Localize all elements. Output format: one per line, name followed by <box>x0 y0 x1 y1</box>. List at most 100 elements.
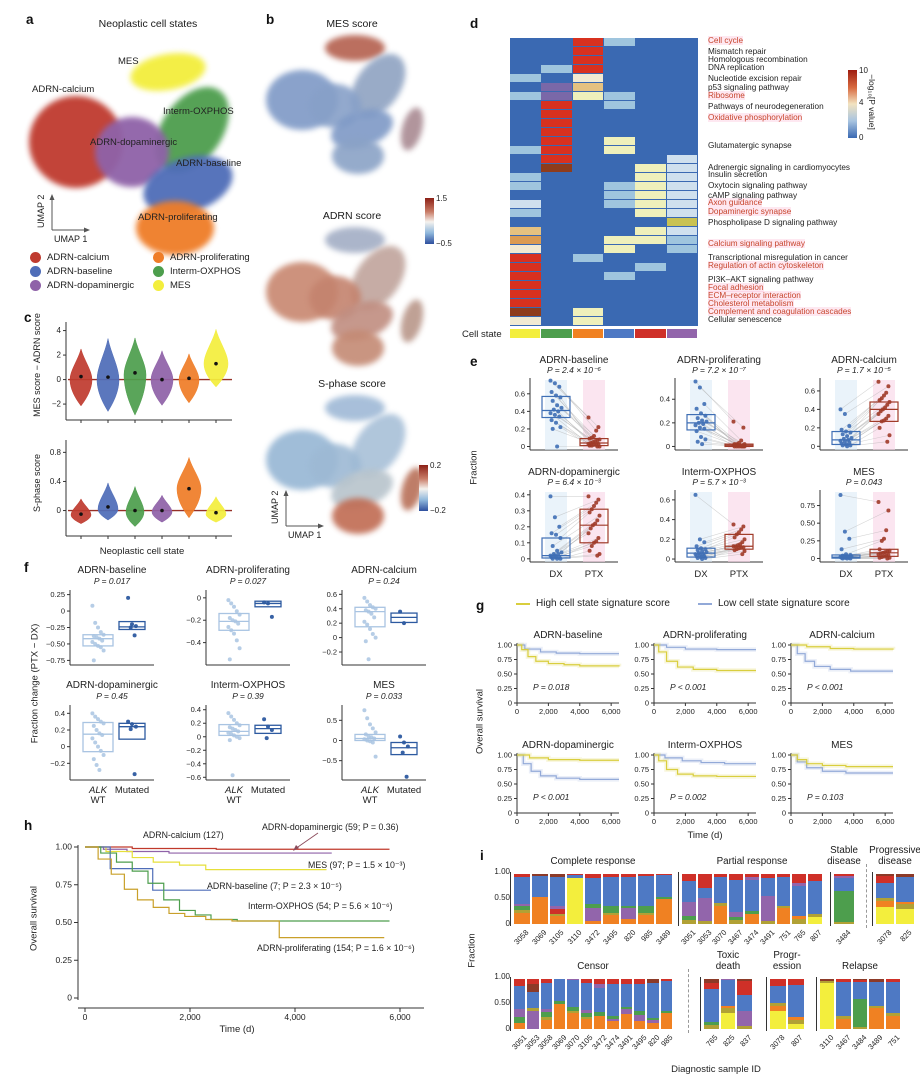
stacked-bar-3069 <box>531 872 548 924</box>
y-tick-label: 1.00 <box>494 972 510 981</box>
svg-text:4,000: 4,000 <box>844 817 863 826</box>
legend-swatch <box>153 266 164 277</box>
svg-text:0.50: 0.50 <box>771 670 786 679</box>
stacked-bar-751 <box>885 977 900 1029</box>
stacked-bar-3069 <box>554 977 566 1029</box>
svg-text:P = 0.027: P = 0.027 <box>230 576 267 586</box>
svg-text:Interm-OXPHOS: Interm-OXPHOS <box>211 680 286 691</box>
heatmap-row-label: Cell cycle <box>708 36 744 45</box>
panel-c-label: c <box>24 310 32 325</box>
svg-text:0.25: 0.25 <box>634 684 649 693</box>
time-xlabel: Time (d) <box>219 1024 255 1035</box>
svg-text:P = 7.2 × 10⁻⁷: P = 7.2 × 10⁻⁷ <box>692 365 746 375</box>
stacked-bar-3110 <box>567 872 584 924</box>
svg-text:1.00: 1.00 <box>497 641 512 650</box>
svg-text:0.4: 0.4 <box>191 705 201 714</box>
svg-text:DX: DX <box>839 569 853 580</box>
umap-cluster-blob <box>396 105 428 153</box>
svg-text:0.6: 0.6 <box>660 495 670 504</box>
response-group-title: Stable disease <box>827 845 861 867</box>
stacked-bar-751 <box>776 872 791 924</box>
violin-plots: 4 2 0 −2 0.8 0.4 0 <box>50 322 232 539</box>
response-group-title: Relapse <box>842 961 878 972</box>
umap2-axis-label: UMAP 2 <box>36 195 46 228</box>
svg-text:0.25: 0.25 <box>634 794 649 803</box>
svg-text:4,000: 4,000 <box>284 1012 306 1022</box>
y-tick-label: 0.50 <box>494 998 510 1007</box>
stacked-bar-820 <box>620 872 637 924</box>
svg-text:1.00: 1.00 <box>771 751 786 760</box>
svg-text:0.2: 0.2 <box>191 719 201 728</box>
cluster-label-interm-oxphos: Interm-OXPHOS <box>163 106 234 117</box>
stacked-bar-825 <box>720 977 736 1029</box>
cluster-blob-adrn-proliferating <box>136 201 214 255</box>
legend-item: Interm-OXPHOS <box>153 266 241 277</box>
svg-text:1.00: 1.00 <box>634 751 649 760</box>
svg-text:0.5: 0.5 <box>327 716 337 725</box>
svg-text:−0.50: −0.50 <box>46 639 65 648</box>
km-by-cell-state: 1.00 0.75 0.50 0.25 0 0 2,000 4,000 6,000 ADRN-ca… <box>55 822 424 1022</box>
svg-text:0.25: 0.25 <box>497 794 512 803</box>
svg-text:P = 0.39: P = 0.39 <box>232 691 264 701</box>
svg-text:PTX: PTX <box>730 569 749 580</box>
stacked-bar-3489 <box>869 977 884 1029</box>
legend-swatch <box>153 280 164 291</box>
heatmap-colorbar-label: −log₁₀[P value] <box>867 74 877 130</box>
heatmap-row-label: Insulin secretion <box>708 170 768 180</box>
stacked-bar-3474 <box>745 872 759 924</box>
svg-text:WT: WT <box>91 795 106 806</box>
panel-f-label: f <box>24 560 29 575</box>
svg-text:0.50: 0.50 <box>497 780 512 789</box>
svg-text:MES (97; P = 1.5 × 10⁻³): MES (97; P = 1.5 × 10⁻³) <box>308 860 405 870</box>
svg-text:0: 0 <box>666 442 670 451</box>
umap-cluster-blob <box>396 297 428 345</box>
group-y-axis <box>678 872 679 926</box>
umap-cluster-blob <box>325 35 385 61</box>
svg-text:0: 0 <box>666 555 670 564</box>
umap-cluster-blob <box>332 138 384 174</box>
svg-text:0.4: 0.4 <box>805 405 815 414</box>
svg-text:ADRN-calcium: ADRN-calcium <box>831 355 897 366</box>
svg-text:DX: DX <box>694 569 708 580</box>
heatmap-row-label: Transcriptional misregulation in cancer <box>708 252 848 262</box>
svg-text:P < 0.001: P < 0.001 <box>670 682 707 692</box>
svg-text:0.25: 0.25 <box>771 794 786 803</box>
sphase-score-title: S-phase score <box>318 378 386 390</box>
svg-text:0: 0 <box>645 699 649 708</box>
stacked-bar-807 <box>808 872 822 924</box>
colorbar-tick-10: 10 <box>859 66 868 75</box>
svg-text:0.50: 0.50 <box>497 670 512 679</box>
svg-text:6,000: 6,000 <box>389 1012 411 1022</box>
svg-text:1.00: 1.00 <box>634 641 649 650</box>
svg-text:0.75: 0.75 <box>771 655 786 664</box>
legend-label: ADRN-dopaminergic <box>47 280 135 291</box>
svg-text:0.50: 0.50 <box>800 519 815 528</box>
legend-swatch <box>30 280 41 291</box>
svg-text:0: 0 <box>521 554 525 563</box>
stacked-bar-3491 <box>760 872 775 924</box>
umap-axes: UMAP 2 UMAP 1 <box>270 490 324 540</box>
svg-text:MES: MES <box>373 680 395 691</box>
svg-text:P = 0.018: P = 0.018 <box>533 682 570 692</box>
stacked-bar-3051 <box>514 977 526 1029</box>
panel-h: h Overall survival 1.00 0.75 0.50 0.25 0 0 2,0… <box>22 818 454 1036</box>
stacked-bar-3070 <box>567 977 579 1029</box>
svg-text:1.00: 1.00 <box>771 641 786 650</box>
diagnostic-sample-id-xlabel: Diagnostic sample ID <box>671 1064 761 1075</box>
svg-text:ADRN-calcium: ADRN-calcium <box>351 565 417 576</box>
heatmap-row-label: Oxidative phosphorylation <box>708 113 803 123</box>
stacked-bar-765 <box>704 977 719 1029</box>
svg-text:0.2: 0.2 <box>660 535 670 544</box>
svg-text:ADRN-dopaminergic: ADRN-dopaminergic <box>66 680 158 691</box>
svg-text:−0.4: −0.4 <box>186 638 201 647</box>
umap-cluster-blob <box>325 227 385 253</box>
legend-item: ADRN-dopaminergic <box>30 280 134 291</box>
cluster-label-mes: MES <box>118 56 139 67</box>
stacked-bar-3472 <box>585 872 601 924</box>
svg-text:Mutated: Mutated <box>251 785 285 796</box>
svg-text:0: 0 <box>83 1012 88 1022</box>
stacked-bar-3053 <box>527 977 539 1029</box>
svg-text:0.2: 0.2 <box>55 726 65 735</box>
